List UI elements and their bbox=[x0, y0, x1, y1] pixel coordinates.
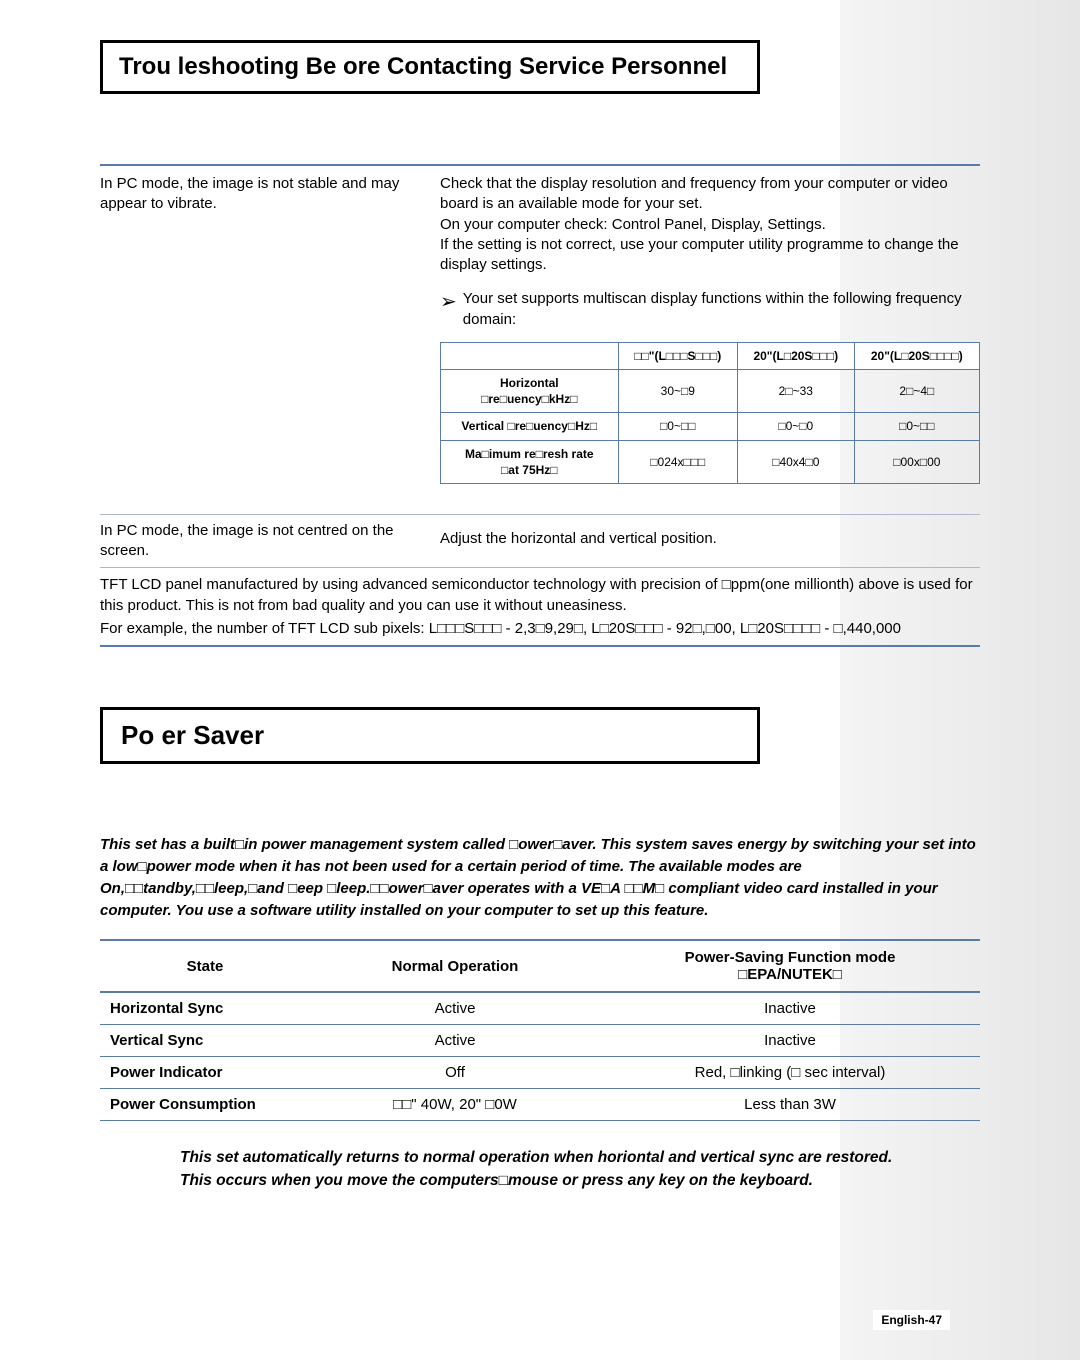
state-h0: State bbox=[100, 940, 310, 992]
symptom-2: In PC mode, the image is not centred on … bbox=[100, 521, 410, 562]
table-row: Horizontal Sync Active Inactive bbox=[100, 992, 980, 1025]
state-h1: Normal Operation bbox=[310, 940, 600, 992]
freq-r0c2: 2□~33 bbox=[737, 369, 854, 412]
st-r1c0: Vertical Sync bbox=[100, 1025, 310, 1057]
state-table: State Normal Operation Power-Saving Func… bbox=[100, 939, 980, 1121]
freq-r1c3: □0~□□ bbox=[854, 413, 979, 440]
troubleshooting-heading: Trou leshooting Be ore Contacting Servic… bbox=[100, 40, 760, 94]
solution-2: Adjust the horizontal and vertical posit… bbox=[440, 521, 980, 562]
freq-h0 bbox=[441, 342, 619, 369]
troubleshoot-row-1: In PC mode, the image is not stable and … bbox=[100, 174, 980, 484]
tft-note-2: For example, the number of TFT LCD sub p… bbox=[100, 618, 980, 639]
table-row: Vertical □re□uency□Hz□ □0~□□ □0~□0 □0~□□ bbox=[441, 413, 980, 440]
table-row: Ma□imum re□resh rate □at 75Hz□ □024x□□□ … bbox=[441, 440, 980, 483]
freq-r1c2: □0~□0 bbox=[737, 413, 854, 440]
arrow-icon: ➢ bbox=[440, 289, 457, 330]
solution-1: Check that the display resolution and fr… bbox=[440, 174, 980, 484]
st-r2c1: Off bbox=[310, 1057, 600, 1089]
sol1-line3: If the setting is not correct, use your … bbox=[440, 235, 980, 276]
freq-r1c0: Vertical □re□uency□Hz□ bbox=[441, 413, 619, 440]
sol1-line1: Check that the display resolution and fr… bbox=[440, 174, 980, 215]
table-row: Horizontal □re□uency□kHz□ 30~□9 2□~33 2□… bbox=[441, 369, 980, 412]
st-r2c0: Power Indicator bbox=[100, 1057, 310, 1089]
st-r0c1: Active bbox=[310, 992, 600, 1025]
table-row: □□"(L□□□S□□□) 20"(L□20S□□□) 20"(L□20S□□□… bbox=[441, 342, 980, 369]
st-r1c1: Active bbox=[310, 1025, 600, 1057]
freq-r2c2: □40x4□0 bbox=[737, 440, 854, 483]
freq-r0c1: 30~□9 bbox=[618, 369, 737, 412]
freq-r1c1: □0~□□ bbox=[618, 413, 737, 440]
freq-r2c0: Ma□imum re□resh rate □at 75Hz□ bbox=[441, 440, 619, 483]
powersaver-intro: This set has a built□in power management… bbox=[100, 834, 980, 921]
power-saver-heading: Po er Saver bbox=[100, 707, 760, 764]
st-r0c0: Horizontal Sync bbox=[100, 992, 310, 1025]
freq-r0c3: 2□~4□ bbox=[854, 369, 979, 412]
table-row: Power Indicator Off Red, □linking (□ sec… bbox=[100, 1057, 980, 1089]
st-r3c1: □□" 40W, 20" □0W bbox=[310, 1089, 600, 1121]
table-row: Power Consumption □□" 40W, 20" □0W Less … bbox=[100, 1089, 980, 1121]
freq-r2c1: □024x□□□ bbox=[618, 440, 737, 483]
state-h2: Power-Saving Function mode □EPA/NUTEK□ bbox=[600, 940, 980, 992]
footer-note-1: This set automatically returns to normal… bbox=[100, 1147, 980, 1169]
frequency-table: □□"(L□□□S□□□) 20"(L□20S□□□) 20"(L□20S□□□… bbox=[440, 342, 980, 484]
table-row: State Normal Operation Power-Saving Func… bbox=[100, 940, 980, 992]
freq-r2c3: □00x□00 bbox=[854, 440, 979, 483]
freq-r0c0: Horizontal □re□uency□kHz□ bbox=[441, 369, 619, 412]
note-block: ➢ Your set supports multiscan display fu… bbox=[440, 289, 980, 330]
st-r0c2: Inactive bbox=[600, 992, 980, 1025]
page-number: English-47 bbox=[873, 1310, 950, 1330]
symptom-1: In PC mode, the image is not stable and … bbox=[100, 174, 410, 484]
freq-h1: □□"(L□□□S□□□) bbox=[618, 342, 737, 369]
st-r3c0: Power Consumption bbox=[100, 1089, 310, 1121]
note-text: Your set supports multiscan display func… bbox=[463, 289, 980, 330]
st-r1c2: Inactive bbox=[600, 1025, 980, 1057]
st-r3c2: Less than 3W bbox=[600, 1089, 980, 1121]
freq-h2: 20"(L□20S□□□) bbox=[737, 342, 854, 369]
tft-note-1: TFT LCD panel manufactured by using adva… bbox=[100, 574, 980, 616]
page-content: Trou leshooting Be ore Contacting Servic… bbox=[0, 0, 1080, 1192]
st-r2c2: Red, □linking (□ sec interval) bbox=[600, 1057, 980, 1089]
footer-note-2: This occurs when you move the computers□… bbox=[100, 1170, 980, 1192]
sol1-line2: On your computer check: Control Panel, D… bbox=[440, 215, 980, 235]
troubleshoot-row-2: In PC mode, the image is not centred on … bbox=[100, 521, 980, 562]
table-row: Vertical Sync Active Inactive bbox=[100, 1025, 980, 1057]
freq-h3: 20"(L□20S□□□□) bbox=[854, 342, 979, 369]
